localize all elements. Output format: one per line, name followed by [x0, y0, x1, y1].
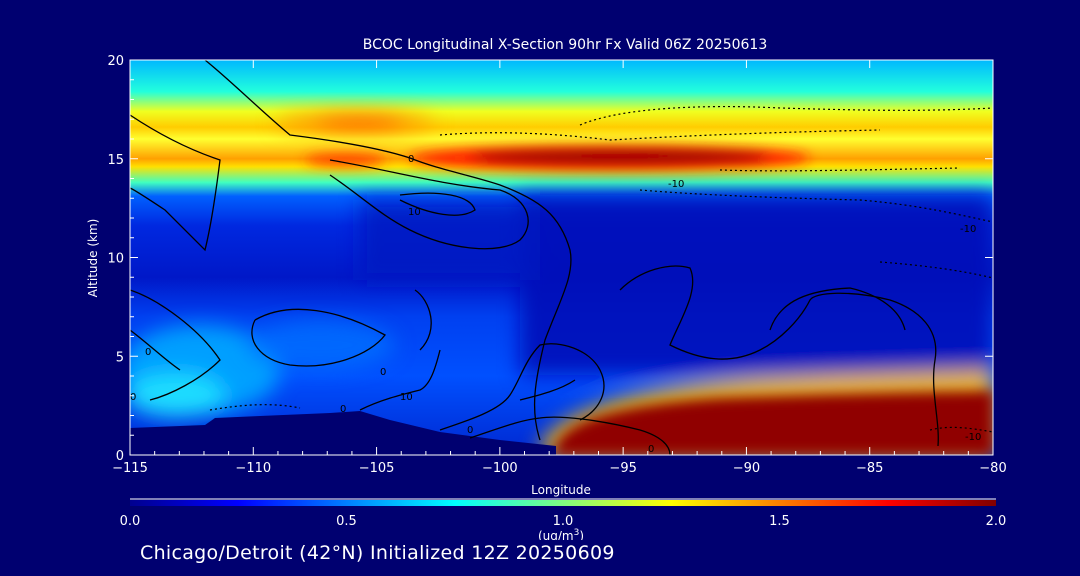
contour-label: 10 [408, 207, 421, 218]
colorbar-tick-label: 1.5 [769, 514, 790, 529]
x-tick-label: −80 [979, 461, 1006, 476]
contour-label: 0 [408, 154, 414, 165]
colorbar-tick-label: 0.0 [120, 514, 141, 529]
contour-line [519, 379, 576, 401]
contour-label: 0 [467, 425, 473, 436]
contour-line [439, 343, 605, 431]
contour-line [329, 159, 529, 250]
contour-line [130, 289, 221, 401]
colorbar-tick-label: 0.5 [336, 514, 357, 529]
y-tick-label: 20 [107, 54, 124, 69]
x-axis-label: Longitude [531, 483, 591, 497]
contour-line-dotted [439, 129, 881, 141]
x-tick-label: −115 [112, 461, 148, 476]
contour-line [769, 287, 906, 331]
y-tick-label: 10 [107, 252, 124, 267]
contour-label: 0 [648, 444, 654, 455]
x-tick-label: −95 [609, 461, 636, 476]
x-tick-label: −100 [482, 461, 518, 476]
y-tick-label: 15 [107, 153, 124, 168]
field-west-plume-light [130, 373, 225, 417]
contour-line-dotted [209, 404, 301, 411]
contour-line [414, 289, 432, 351]
contour-line [399, 192, 476, 216]
x-tick-label: −105 [359, 461, 395, 476]
field-west-mid [245, 320, 395, 370]
contour-label: 0 [380, 367, 386, 378]
contour-label: 0 [130, 392, 136, 403]
contour-lines [130, 60, 939, 455]
contour-line-dotted [639, 189, 993, 223]
contour-line [130, 114, 221, 252]
x-tick-label: −90 [733, 461, 760, 476]
field-upper-core [315, 116, 405, 128]
contour-line [469, 416, 671, 455]
field-low-red-layer [556, 391, 993, 455]
cross-section-chart: BCOC Longitudinal X-Section 90hr Fx Vali… [86, 37, 1007, 543]
plot-area: 0 10 -10 0 -10 10 0 0 0 0 0 -10 [130, 60, 993, 455]
terrain [130, 411, 556, 455]
contour-label: -10 [960, 224, 976, 235]
contour-label: 0 [340, 404, 346, 415]
y-tick-label: 5 [116, 350, 124, 365]
contour-label: 10 [400, 392, 413, 403]
field-upper-red-core [470, 149, 770, 165]
contour-line [251, 308, 386, 367]
contour-line [619, 265, 939, 447]
colorbar-tick-label: 1.0 [553, 514, 574, 529]
x-tick-label: −85 [856, 461, 883, 476]
colorbar-tick-label: 2.0 [986, 514, 1007, 529]
field-deep-blue-west [360, 200, 540, 280]
colorbar [130, 500, 996, 506]
contour-line [204, 60, 572, 441]
chart-title: BCOC Longitudinal X-Section 90hr Fx Vali… [363, 37, 767, 53]
contour-line-dotted [929, 426, 993, 433]
x-axis: −115 −110 −105 −100 −95 −90 −85 −80 [112, 60, 1007, 476]
contour-line-dotted [719, 167, 961, 172]
colorbar-ticks: 0.0 0.5 1.0 1.5 2.0 [120, 514, 1007, 529]
contour-label: -10 [965, 432, 981, 443]
contour-line [130, 329, 181, 371]
initialization-caption: Chicago/Detroit (42°N) Initialized 12Z 2… [140, 542, 615, 564]
contour-line-dotted [579, 106, 993, 126]
contour-label-group: 0 10 -10 0 -10 10 0 0 0 0 0 -10 [130, 154, 981, 455]
y-axis: 0 5 10 15 20 [107, 54, 993, 464]
y-axis-label: Altitude (km) [86, 219, 100, 298]
contour-line [359, 349, 441, 411]
field-upper-red-west [305, 154, 385, 166]
field-deep-blue-region [520, 195, 993, 375]
x-tick-label: −110 [235, 461, 271, 476]
contour-lines-dotted [209, 106, 993, 433]
contour-label: 0 [145, 347, 151, 358]
colorbar-unit-label: (ug/m3) [538, 528, 584, 540]
contour-label: -10 [668, 179, 684, 190]
y-tick-label: 0 [116, 449, 124, 464]
